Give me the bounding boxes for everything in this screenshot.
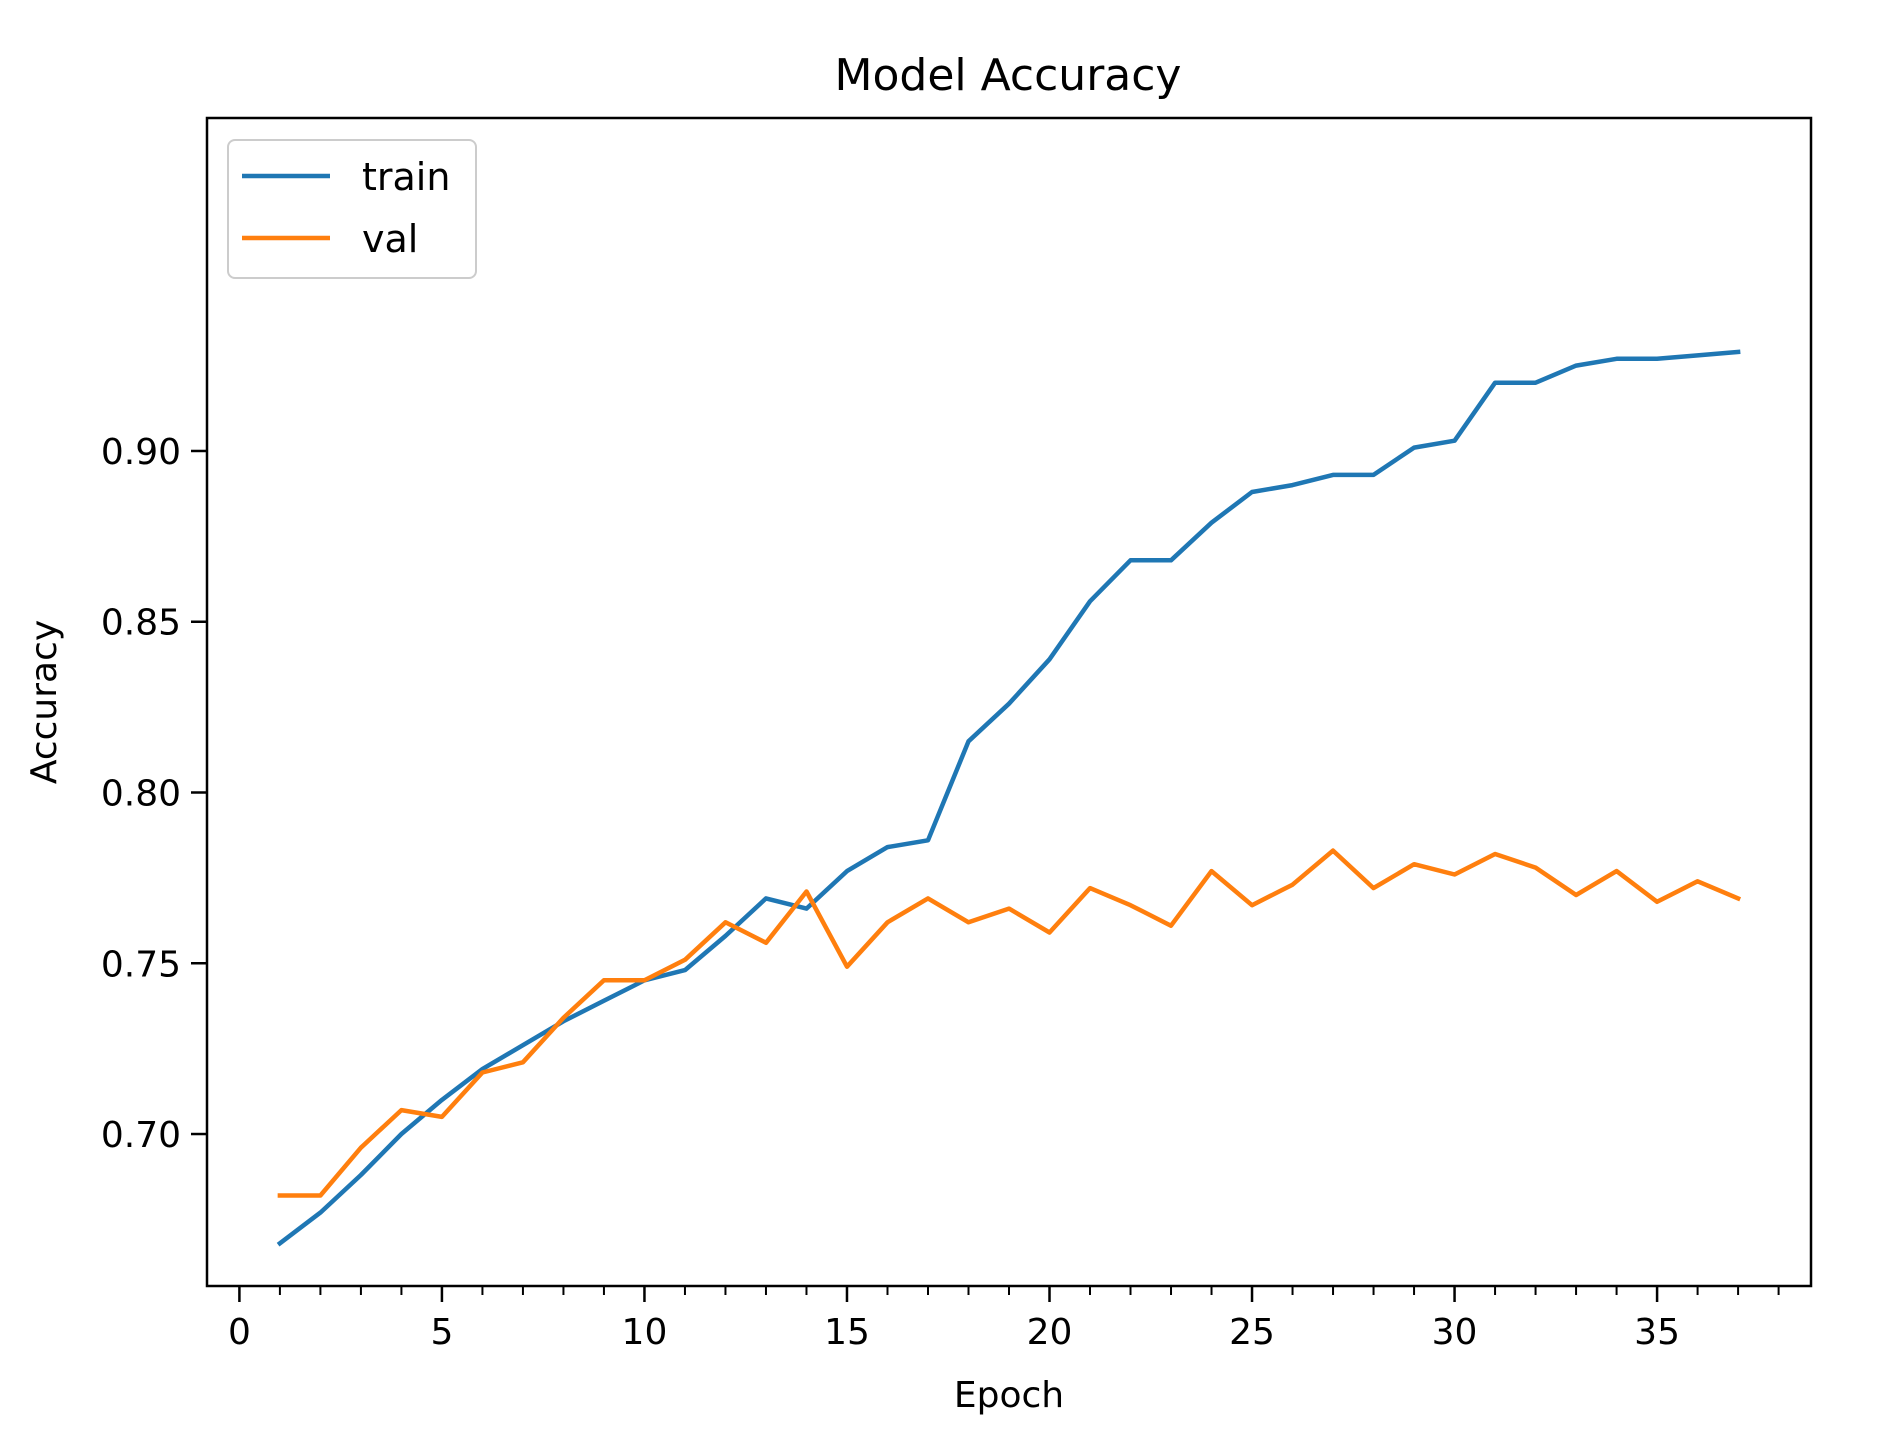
y-tick-label: 0.90 — [101, 432, 181, 473]
y-tick-label: 0.70 — [101, 1115, 181, 1156]
legend: train val — [227, 139, 477, 279]
x-tick-label: 20 — [1027, 1312, 1073, 1353]
x-axis: 0 5 10 15 20 25 30 35 — [228, 1286, 1780, 1353]
legend-val-label: val — [362, 217, 418, 261]
plot-frame — [205, 116, 1813, 1288]
x-tick-label: 0 — [228, 1312, 251, 1353]
x-tick-label: 5 — [430, 1312, 453, 1353]
y-tick-label: 0.85 — [101, 603, 181, 644]
series-lines — [276, 349, 1742, 1247]
legend-train-label: train — [362, 155, 450, 199]
y-axis-label: Accuracy — [24, 620, 65, 784]
x-tick-label: 35 — [1634, 1312, 1680, 1353]
series-line-train — [276, 349, 1741, 1247]
x-tick-label: 25 — [1229, 1312, 1275, 1353]
chart-title: Model Accuracy — [835, 50, 1182, 101]
x-tick-label: 10 — [622, 1312, 668, 1353]
x-tick-label: 30 — [1432, 1312, 1478, 1353]
y-axis: 0.70 0.75 0.80 0.85 0.90 — [101, 432, 207, 1156]
series-line-val — [277, 848, 1742, 1198]
x-tick-label: 15 — [824, 1312, 870, 1353]
y-tick-label: 0.80 — [101, 774, 181, 815]
x-axis-label: Epoch — [954, 1375, 1064, 1416]
y-tick-label: 0.75 — [101, 944, 181, 985]
